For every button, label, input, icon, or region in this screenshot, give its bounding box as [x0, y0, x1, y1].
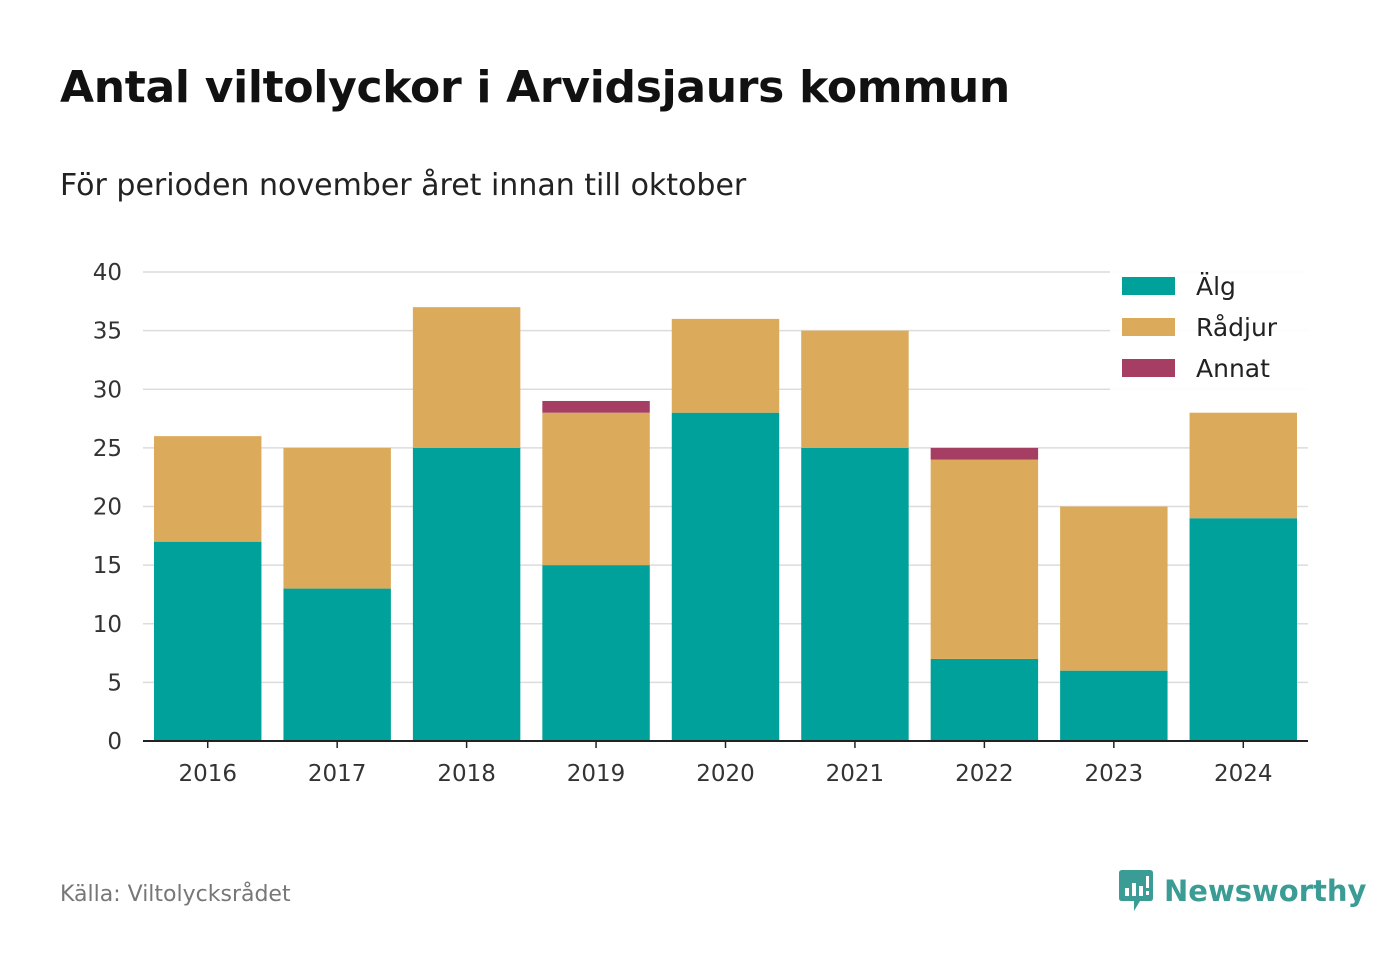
brand-logo: Newsworthy: [1118, 868, 1366, 914]
source-note: Källa: Viltolycksrådet: [60, 882, 291, 907]
y-tick-label: 0: [107, 729, 122, 755]
y-axis: 0 5 10 15 20 25 30 35 40: [93, 260, 122, 755]
bar-Älg-2016: [154, 541, 262, 741]
bar-Älg-2018: [412, 447, 521, 741]
bar-Annat-2022: [930, 447, 1039, 460]
legend-label: Älg: [1196, 272, 1236, 301]
bar-Rådjur-2022: [930, 459, 1039, 659]
y-tick-label: 5: [107, 670, 122, 696]
bar-Rådjur-2018: [412, 307, 521, 448]
y-tick-label: 30: [93, 377, 122, 403]
x-tick-label: 2020: [696, 761, 755, 787]
x-tick-label: 2021: [826, 761, 885, 787]
bar-Älg-2022: [930, 658, 1039, 741]
bar-Rådjur-2020: [671, 318, 780, 413]
y-tick-label: 40: [93, 260, 122, 286]
legend-label: Rådjur: [1196, 313, 1278, 342]
x-tick-label: 2019: [567, 761, 626, 787]
bar-Älg-2021: [801, 447, 909, 741]
y-tick-label: 25: [93, 436, 122, 462]
chart-subtitle: För perioden november året innan till ok…: [60, 168, 747, 203]
y-tick-label: 20: [93, 495, 122, 521]
bar-Rådjur-2017: [283, 447, 391, 589]
brand-name: Newsworthy: [1164, 874, 1367, 908]
legend-swatch: [1122, 318, 1175, 336]
bar-Rådjur-2024: [1189, 412, 1297, 519]
x-tick-label: 2023: [1085, 761, 1144, 787]
y-tick-label: 10: [93, 612, 122, 638]
x-tick-label: 2016: [178, 761, 237, 787]
bar-Älg-2023: [1060, 670, 1168, 741]
x-tick-label: 2017: [308, 761, 367, 787]
bar-Älg-2024: [1189, 518, 1297, 741]
chart-svg: 0 5 10 15 20 25 30 35 40 2016 2017 2018 2019 2020 202…: [93, 260, 1308, 787]
legend-label: Annat: [1196, 354, 1270, 383]
x-axis: 2016 2017 2018 2019 2020 2021 2022 2023 2024: [178, 741, 1273, 787]
bar-Älg-2017: [283, 588, 391, 741]
bar-Rådjur-2016: [154, 436, 262, 542]
x-tick-label: 2022: [955, 761, 1014, 787]
x-tick-label: 2018: [437, 761, 496, 787]
bar-Annat-2019: [542, 400, 650, 413]
y-tick-label: 35: [93, 319, 122, 345]
bar-Rådjur-2021: [801, 330, 909, 448]
legend: Älg Rådjur Annat: [1110, 264, 1308, 390]
bars: [154, 307, 1297, 741]
chart-title: Antal viltolyckor i Arvidsjaurs kommun: [60, 62, 1010, 113]
legend-swatch: [1122, 359, 1175, 377]
y-tick-label: 15: [93, 553, 122, 579]
bar-Rådjur-2019: [542, 412, 650, 566]
legend-swatch: [1122, 277, 1175, 295]
bar-Älg-2019: [542, 565, 650, 741]
newsworthy-logo-icon: [1119, 870, 1153, 911]
bar-Rådjur-2023: [1060, 506, 1168, 671]
bar-Älg-2020: [671, 412, 780, 741]
x-tick-label: 2024: [1214, 761, 1273, 787]
